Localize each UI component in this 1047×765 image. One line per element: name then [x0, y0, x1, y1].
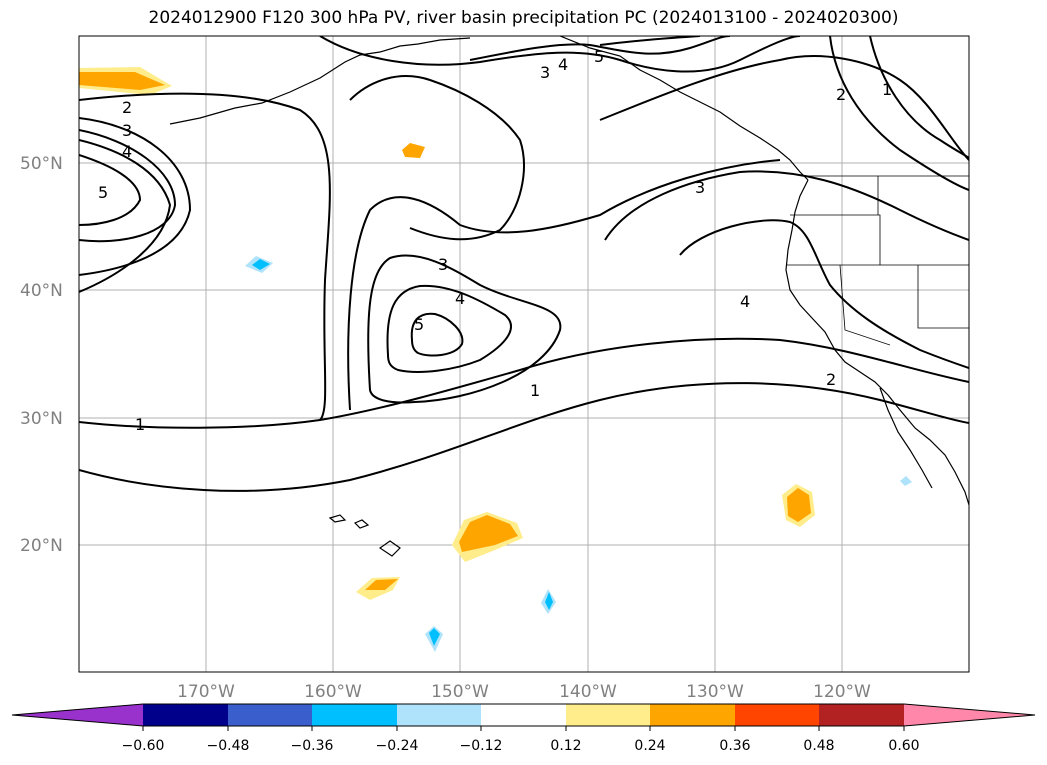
- map-area: 1 1 2 2 3 3 3 3 4 4 4 4 5 5 5 2 1: [79, 36, 969, 672]
- pv-contours: [79, 36, 969, 492]
- pv-contour-2: [79, 139, 172, 293]
- colorbar-bin: [481, 704, 566, 726]
- pv-contour-1-west: [79, 92, 331, 421]
- colorbar-tick-label: 0.36: [719, 738, 750, 754]
- precip-patch-hawaii-s-core: [365, 579, 398, 590]
- map-title: 2024012900 F120 300 hPa PV, river basin …: [148, 8, 899, 28]
- colorbar-extend-high: [904, 704, 1035, 726]
- contour-label: 4: [122, 142, 132, 161]
- colorbar-bin: [312, 704, 397, 726]
- contour-label: 3: [695, 178, 705, 197]
- colorbar-tick-label: 0.12: [550, 738, 581, 754]
- colorbar-bin: [397, 704, 481, 726]
- contour-label: 2: [826, 370, 836, 389]
- colorbar-tick-label: 0.48: [803, 738, 834, 754]
- contour-label: 3: [540, 63, 550, 82]
- contour-label: 2: [122, 98, 132, 117]
- contour-label: 1: [882, 80, 892, 99]
- pv-contour-north-5: [599, 36, 701, 46]
- pv-contour-2-east: [599, 55, 969, 161]
- pv-contour-ne-2: [829, 36, 969, 191]
- lon-label: 120°W: [813, 682, 871, 702]
- alaska-coast: [559, 36, 809, 181]
- pv-contour-4-nw: [79, 129, 177, 243]
- map-frame: [78, 35, 970, 673]
- pv-contour-5-nw: [79, 154, 142, 226]
- colorbar-bin: [143, 704, 228, 726]
- colorbar-tick-label: −0.24: [376, 738, 419, 754]
- precip-patch-nw-core: [79, 72, 165, 90]
- pv-contour-4-ring: [386, 284, 512, 373]
- lon-label: 140°W: [559, 682, 617, 702]
- precip-patch-hawaii-ne-core: [459, 515, 518, 552]
- contour-label: 5: [414, 315, 424, 334]
- pv-contour-ne-1: [869, 36, 969, 159]
- pv-contour-5-ring: [410, 312, 464, 357]
- colorbar-bin: [650, 704, 735, 726]
- precip-patch-south2-core: [429, 628, 440, 646]
- colorbar-bin: [735, 704, 819, 726]
- colorbar-tick-label: −0.12: [460, 738, 503, 754]
- lat-label: 50°N: [20, 154, 63, 174]
- precip-patch-wcentral-core: [252, 259, 270, 270]
- lon-label: 150°W: [431, 682, 489, 702]
- pv-contour-3-nw: [79, 117, 192, 276]
- precip-patches: [79, 67, 912, 652]
- longitude-labels: 170°W 160°W 150°W 140°W 130°W 120°W: [177, 682, 871, 702]
- contour-label: 2: [836, 85, 846, 104]
- lon-label: 130°W: [686, 682, 744, 702]
- na-west-coast: [785, 179, 969, 506]
- pv-contour-4-east: [679, 219, 969, 369]
- contour-label: 5: [594, 47, 604, 66]
- colorbar-tick-label: 0.24: [634, 738, 665, 754]
- contour-label: 3: [122, 121, 132, 140]
- contour-label: 3: [438, 255, 448, 274]
- contour-label: 4: [558, 55, 568, 74]
- state-border-4: [917, 265, 969, 329]
- baja-peninsula: [879, 387, 933, 489]
- colorbar-tick-label: −0.48: [207, 738, 250, 754]
- colorbar-bin: [228, 704, 312, 726]
- hawaii-island-2: [353, 519, 370, 529]
- pv-contour-1-south: [79, 382, 969, 492]
- lat-label: 40°N: [20, 281, 63, 301]
- pv-contour-north-4: [469, 36, 731, 61]
- lon-label: 170°W: [177, 682, 235, 702]
- colorbar-tick-label: −0.36: [291, 738, 334, 754]
- contour-label: 1: [530, 381, 540, 400]
- pv-contour-1-north: [79, 337, 969, 429]
- pv-contour-3-east: [604, 170, 969, 241]
- contour-label: 5: [98, 183, 108, 202]
- colorbar-bin: [819, 704, 904, 726]
- lon-label: 160°W: [304, 682, 362, 702]
- coastlines: [169, 36, 969, 557]
- contour-labels: 1 1 2 2 3 3 3 3 4 4 4 4 5 5 5 2 1: [98, 47, 892, 434]
- pv-contour-3-center: [347, 159, 781, 411]
- hawaii-island-3: [328, 514, 347, 523]
- pv-contour-3-ring: [367, 254, 562, 404]
- contour-label: 4: [740, 292, 750, 311]
- precip-patch-east-core: [787, 488, 811, 522]
- colorbar-extend-low: [12, 704, 143, 726]
- precip-patch-baja: [900, 476, 912, 486]
- pv-contour-north-3: [319, 36, 801, 73]
- contour-label: 1: [135, 415, 145, 434]
- colorbar: −0.60 −0.48 −0.36 −0.24 −0.12 0.12 0.24 …: [11, 703, 1036, 754]
- contour-label: 4: [455, 289, 465, 308]
- colorbar-bin: [566, 704, 650, 726]
- colorbar-tick-label: 0.60: [888, 738, 919, 754]
- lat-label: 30°N: [20, 409, 63, 429]
- latitude-labels: 50°N 40°N 30°N 20°N: [20, 154, 63, 556]
- colorbar-tick-label: −0.60: [122, 738, 165, 754]
- colorbar-ticks: [142, 726, 905, 731]
- precip-patch-north: [402, 143, 425, 158]
- precip-patch-south1-core: [545, 592, 553, 610]
- pv-contour-ring-north: [349, 75, 525, 241]
- state-border-1: [790, 214, 881, 265]
- lat-label: 20°N: [20, 536, 63, 556]
- hawaii-island-1: [378, 540, 401, 557]
- state-border-3: [839, 264, 891, 346]
- aleutians: [169, 37, 471, 125]
